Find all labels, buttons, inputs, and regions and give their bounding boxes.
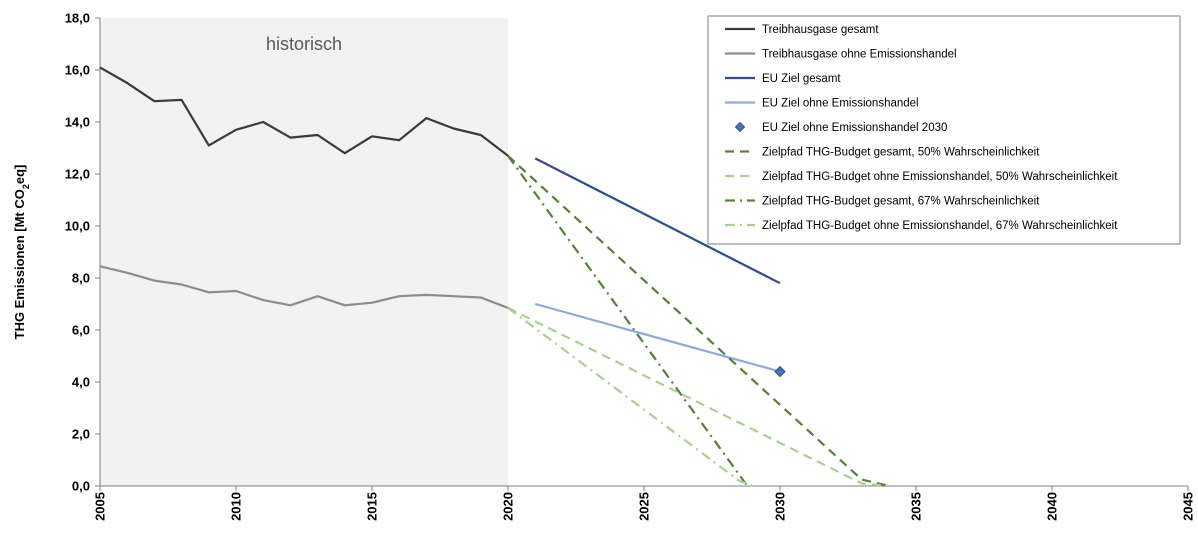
y-tick-label: 10,0 — [65, 219, 90, 234]
y-tick-label: 6,0 — [72, 323, 90, 338]
legend-label: Treibhausgase ohne Emissionshandel — [762, 49, 957, 61]
legend-label: EU Ziel gesamt — [762, 73, 841, 85]
legend-label: EU Ziel ohne Emissionshandel 2030 — [762, 122, 947, 134]
y-tick-label: 4,0 — [72, 375, 90, 390]
historical-period-band — [100, 18, 508, 486]
legend-item: Treibhausgase ohne Emissionshandel — [725, 49, 957, 61]
legend-label: Zielpfad THG-Budget gesamt, 67% Wahrsche… — [762, 196, 1040, 208]
legend-item: Zielpfad THG-Budget gesamt, 67% Wahrsche… — [725, 196, 1040, 208]
series-line-3 — [534, 302, 781, 373]
y-tick-label: 14,0 — [65, 115, 90, 130]
legend-item: EU Ziel ohne Emissionshandel — [725, 98, 919, 110]
series-layer — [99, 66, 890, 488]
series-line-1 — [99, 265, 509, 309]
series-line-8 — [507, 307, 754, 488]
legend-box — [707, 15, 1181, 245]
legend-item: Zielpfad THG-Budget ohne Emissionshandel… — [725, 220, 1118, 232]
x-tick-label: 2010 — [229, 492, 244, 521]
series-line-0 — [99, 66, 509, 157]
series-line-7 — [507, 155, 749, 487]
legend-label: Treibhausgase gesamt — [762, 24, 879, 36]
legend-label: EU Ziel ohne Emissionshandel — [762, 98, 919, 110]
legend-label: Zielpfad THG-Budget gesamt, 50% Wahrsche… — [762, 147, 1040, 159]
series-line-6 — [507, 306, 889, 488]
x-tick-label: 2040 — [1045, 492, 1060, 521]
series-line-2 — [534, 157, 781, 285]
y-axis-label: THG Emissionen [Mt CO2eq] — [12, 165, 31, 340]
y-tick-label: 16,0 — [65, 63, 90, 78]
y-axis-label-suffix: eq] — [12, 165, 27, 185]
y-tick-label: 2,0 — [72, 427, 90, 442]
y-axis-label-prefix: THG Emissionen [Mt CO — [12, 189, 27, 339]
x-tick-label: 2025 — [637, 492, 652, 521]
legend-item: Zielpfad THG-Budget gesamt, 50% Wahrsche… — [725, 147, 1040, 159]
legend-label: Zielpfad THG-Budget ohne Emissionshandel… — [762, 220, 1118, 232]
legend-label: Zielpfad THG-Budget ohne Emissionshandel… — [762, 171, 1118, 183]
legend: Treibhausgase gesamt Treibhausgase ohne E… — [707, 15, 1181, 245]
x-tick-label: 2005 — [93, 492, 108, 521]
y-tick-label: 12,0 — [65, 167, 90, 182]
x-tick-label: 2020 — [501, 492, 516, 521]
historical-label: historisch — [266, 34, 342, 54]
x-tick-label: 2030 — [773, 492, 788, 521]
axes: 0,0 2,0 4,0 6,0 8,0 10,0 12,0 14,0 16,0 18,0 2005 2… — [65, 11, 1196, 521]
y-axis-label-sub: 2 — [21, 184, 31, 189]
legend-item: EU Ziel gesamt — [725, 73, 841, 85]
x-tick-label: 2045 — [1181, 492, 1196, 521]
legend-item: EU Ziel ohne Emissionshandel 2030 — [734, 121, 947, 134]
y-tick-label: 0,0 — [72, 479, 90, 494]
x-tick-label: 2015 — [365, 492, 380, 521]
legend-swatch — [734, 121, 746, 133]
x-tick-label: 2035 — [909, 492, 924, 521]
series-marker-4 — [774, 365, 786, 378]
legend-item: Treibhausgase gesamt — [725, 24, 879, 36]
y-tick-label: 18,0 — [65, 11, 90, 26]
series-line-5 — [507, 154, 890, 488]
legend-item: Zielpfad THG-Budget ohne Emissionshandel… — [725, 171, 1118, 183]
y-tick-label: 8,0 — [72, 271, 90, 286]
